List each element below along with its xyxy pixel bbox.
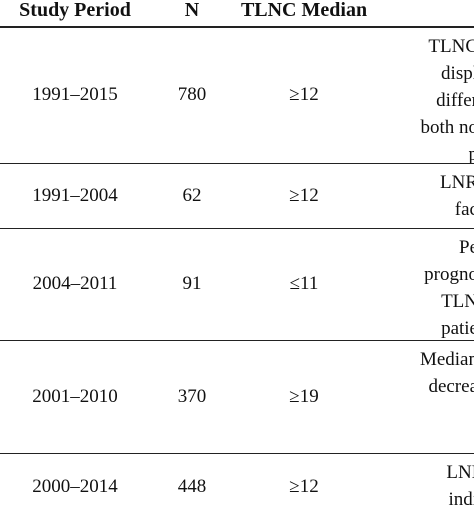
header-rule	[0, 26, 474, 28]
study-period-cell: 2004–2011	[32, 273, 118, 294]
outcome-line: differ	[436, 90, 474, 111]
outcome-line: TLNC	[428, 36, 474, 57]
row-rule	[0, 340, 474, 341]
header-n: N	[184, 0, 200, 21]
row-rule	[0, 163, 474, 164]
outcome-cell: LNR fac	[374, 169, 474, 228]
n-cell: 448	[177, 475, 207, 497]
tlnc-median-cell: ≥12	[289, 184, 319, 206]
outcome-line: decrea	[428, 376, 474, 397]
outcome-cell: LNI indi	[374, 459, 474, 520]
header-study-period: Study Period	[19, 0, 131, 21]
outcome-line: p	[468, 144, 474, 163]
outcome-line: indi	[448, 489, 474, 510]
outcome-cell: Median decrea	[374, 346, 474, 453]
outcome-line: both no	[420, 117, 474, 138]
outcome-line: LNI	[446, 462, 474, 483]
row-rule	[0, 228, 474, 229]
outcome-line: Pe	[459, 237, 474, 258]
tlnc-median-cell: ≥12	[289, 475, 319, 497]
n-cell: 62	[182, 184, 202, 206]
tlnc-median-cell: ≥19	[289, 385, 319, 407]
study-period-cell: 2001–2010	[32, 385, 118, 407]
outcome-line: fac	[454, 199, 474, 220]
study-period-cell: 1991–2015	[32, 84, 118, 105]
study-period-cell: 2000–2014	[32, 475, 118, 497]
study-period-cell: 1991–2004	[32, 184, 118, 206]
outcome-line: LNR	[440, 172, 474, 193]
outcome-cell: TLNC displ differ both no p	[374, 33, 474, 163]
tlnc-median-cell: ≥12	[289, 84, 319, 105]
outcome-line: TLN	[441, 291, 474, 312]
outcome-line: displ	[441, 63, 474, 84]
n-cell: 91	[182, 273, 202, 294]
row-rule	[0, 453, 474, 454]
n-cell: 780	[177, 84, 207, 105]
header-tlnc-median: TLNC Median	[240, 0, 368, 21]
n-cell: 370	[177, 385, 207, 407]
outcome-line: Median	[419, 349, 474, 370]
outcome-line: patie	[441, 318, 474, 339]
outcome-cell: Pe progno TLN patie	[374, 234, 474, 340]
outcome-line: progno	[424, 264, 474, 285]
tlnc-median-cell: ≤11	[289, 273, 319, 294]
